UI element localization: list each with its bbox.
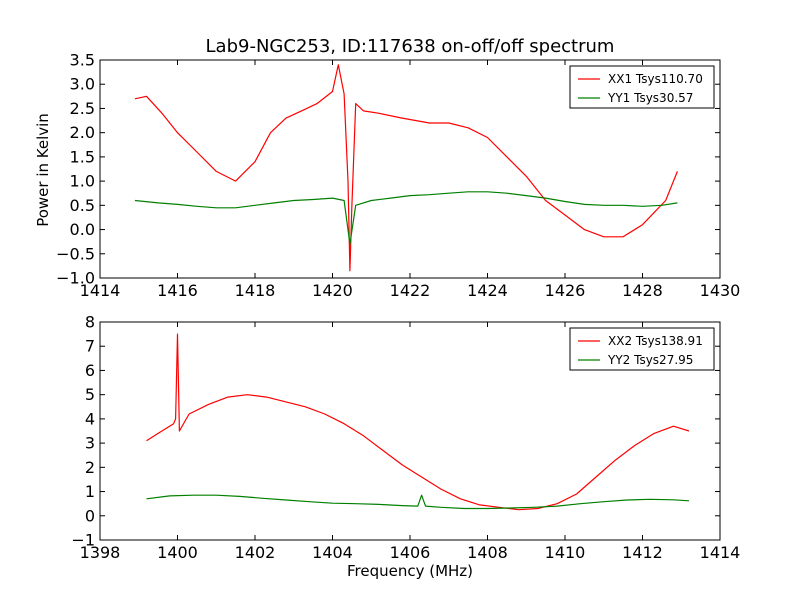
top-y-tick-label: −0.5 — [56, 244, 95, 263]
top-x-tick-label: 1416 — [157, 281, 198, 300]
bottom-y-tick-label: −1 — [71, 531, 95, 550]
top-series-1-line — [134, 64, 678, 272]
bottom-legend-label-1: XX2 Tsys138.91 — [608, 334, 703, 348]
top-chart-title: Lab9-NGC253, ID:117638 on-off/off spectr… — [206, 36, 615, 57]
bottom-y-tick-label: 1 — [85, 482, 95, 501]
top-legend-label-2: YY1 Tsys30.57 — [607, 91, 693, 105]
bottom-legend-label-2: YY2 Tsys27.95 — [607, 353, 693, 367]
top-x-tick-label: 1426 — [545, 281, 586, 300]
top-y-axis-label: Power in Kelvin — [34, 113, 52, 227]
bottom-x-tick-label: 1398 — [80, 543, 121, 562]
bottom-y-tick-label: 2 — [85, 458, 95, 477]
top-x-tick-label: 1414 — [80, 281, 121, 300]
top-y-tick-label: 3.0 — [70, 75, 95, 94]
bottom-y-tick-label: 7 — [85, 337, 95, 356]
bottom-x-tick-label: 1400 — [157, 543, 198, 562]
bottom-x-tick-label: 1408 — [467, 543, 508, 562]
bottom-y-tick-label: 0 — [85, 506, 95, 525]
top-legend-box — [569, 65, 715, 109]
bottom-y-tick-label: 8 — [85, 313, 95, 332]
top-y-tick-label: 2.5 — [70, 99, 95, 118]
bottom-y-tick-label: 4 — [85, 409, 95, 428]
bottom-x-tick-label: 1412 — [622, 543, 663, 562]
bottom-y-tick-label: 6 — [85, 361, 95, 380]
top-plot-area: 1414 1416 1418 1420 1422 1424 1426 1428 1430 −1.0… — [56, 51, 740, 301]
bottom-y-tick-label: 3 — [85, 434, 95, 453]
bottom-x-tick-label: 1406 — [390, 543, 431, 562]
bottom-x-tick-label: 1414 — [700, 543, 741, 562]
top-y-tick-label: 3.5 — [70, 51, 95, 70]
top-x-tick-label: 1430 — [700, 281, 741, 300]
bottom-x-axis-label: Frequency (MHz) — [347, 562, 473, 580]
bottom-x-tick-label: 1410 — [545, 543, 586, 562]
bottom-series-2-line — [146, 494, 690, 510]
bottom-x-tick-label: 1402 — [235, 543, 276, 562]
bottom-x-tick-label: 1404 — [312, 543, 353, 562]
top-y-tick-label: 1.5 — [70, 147, 95, 166]
top-y-tick-label: 0.0 — [70, 220, 95, 239]
top-y-tick-label: 1.0 — [70, 172, 95, 191]
top-x-tick-label: 1424 — [467, 281, 508, 300]
top-x-tick-label: 1420 — [312, 281, 353, 300]
bottom-legend-box — [569, 327, 715, 371]
top-x-tick-label: 1418 — [235, 281, 276, 300]
top-y-tick-label: 2.0 — [70, 123, 95, 142]
top-x-tick-label: 1422 — [390, 281, 431, 300]
bottom-series-1-line — [146, 333, 690, 511]
top-series-2-line — [134, 191, 678, 245]
top-y-tick-label: −1.0 — [56, 269, 95, 288]
bottom-y-tick-label: 5 — [85, 385, 95, 404]
top-legend-label-1: XX1 Tsys110.70 — [608, 72, 703, 86]
top-y-tick-label: 0.5 — [70, 196, 95, 215]
bottom-plot-area: 1398 1400 1402 1404 1406 1408 1410 1412 1414 −1 0 1… — [71, 313, 740, 563]
top-x-tick-label: 1428 — [622, 281, 663, 300]
bottom-legend: XX2 Tsys138.91 YY2 Tsys27.95 — [569, 327, 715, 371]
top-legend: XX1 Tsys110.70 YY1 Tsys30.57 — [569, 65, 715, 109]
